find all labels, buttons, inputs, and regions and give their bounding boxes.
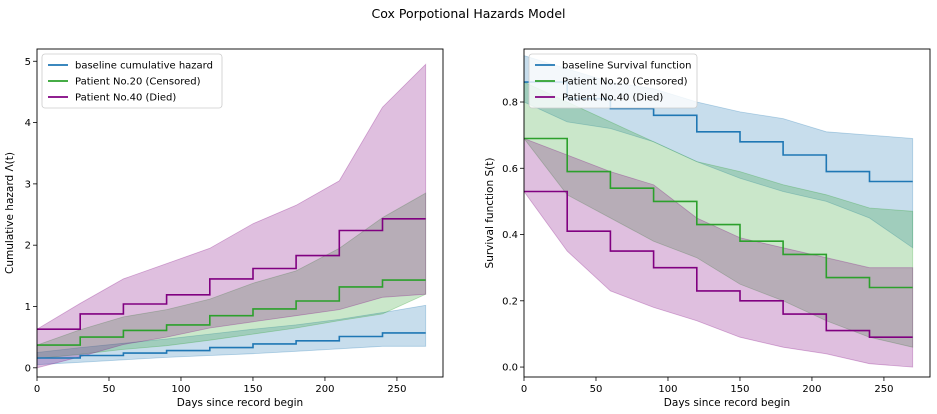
y-tick-label: 1 — [25, 302, 31, 313]
plot-frame — [36, 48, 444, 378]
x-tick-label: 100 — [171, 384, 190, 395]
confidence-band-2 — [36, 192, 427, 360]
x-tick-label: 150 — [243, 384, 262, 395]
x-tick-label: 0 — [521, 384, 527, 395]
legend-label: Patient No.20 (Censored) — [562, 77, 688, 88]
series-line-3 — [524, 190, 913, 338]
confidence-band-3 — [36, 63, 427, 369]
x-tick-label: 100 — [658, 384, 677, 395]
legend-label: Patient No.40 (Died) — [75, 93, 176, 104]
legend: baseline Survival function Patient No.20 … — [528, 53, 698, 109]
x-tick-label: 150 — [730, 384, 749, 395]
x-tick-label: 0 — [34, 384, 40, 395]
legend-box — [528, 53, 698, 109]
x-tick-label: 50 — [103, 384, 116, 395]
legend-label: baseline cumulative hazard — [75, 61, 213, 72]
series-line-2 — [37, 279, 426, 346]
series-line-3 — [37, 218, 426, 330]
legend: baseline cumulative hazard Patient No.20 … — [41, 53, 223, 109]
y-tick-label: 0.4 — [502, 230, 518, 241]
chart-panel-2: 0 50 100 150 200 250 0.0 0.2 0.4 0.6 0.8 Days since… — [484, 48, 931, 409]
y-tick-label: 3 — [25, 179, 31, 190]
y-tick-label: 0.0 — [502, 363, 518, 374]
legend-label: baseline Survival function — [562, 61, 691, 72]
y-tick-label: 4 — [25, 118, 31, 129]
y-tick-label: 0.2 — [502, 296, 518, 307]
legend-label: Patient No.40 (Died) — [562, 93, 663, 104]
confidence-band-3 — [523, 137, 914, 368]
x-tick-label: 250 — [874, 384, 893, 395]
y-axis-label: Survival function S(t) — [484, 158, 496, 269]
x-tick-label: 200 — [802, 384, 821, 395]
confidence-band-2 — [523, 81, 914, 348]
plot-frame — [523, 48, 931, 378]
y-tick-label: 2 — [25, 241, 31, 252]
series-line-1 — [37, 332, 426, 359]
y-tick-label: 0 — [25, 363, 31, 374]
confidence-band-1 — [36, 304, 427, 366]
legend-label: Patient No.20 (Censored) — [75, 77, 201, 88]
y-tick-label: 0.6 — [502, 164, 518, 175]
chart-panel-1: 0 50 100 150 200 250 0 1 2 3 4 5 Days since record b… — [4, 48, 444, 409]
y-tick-label: 5 — [25, 57, 31, 68]
legend-box — [41, 53, 223, 109]
series-line-2 — [524, 137, 913, 289]
figure-title: Cox Porpotional Hazards Model — [371, 6, 565, 21]
y-tick-label: 0.8 — [502, 98, 518, 109]
x-tick-label: 250 — [387, 384, 406, 395]
x-axis-label: Days since record begin — [664, 397, 790, 409]
x-tick-label: 50 — [590, 384, 603, 395]
x-axis-label: Days since record begin — [177, 397, 303, 409]
x-tick-label: 200 — [315, 384, 334, 395]
y-axis-label: Cumulative hazard Λ(t) — [4, 152, 16, 274]
